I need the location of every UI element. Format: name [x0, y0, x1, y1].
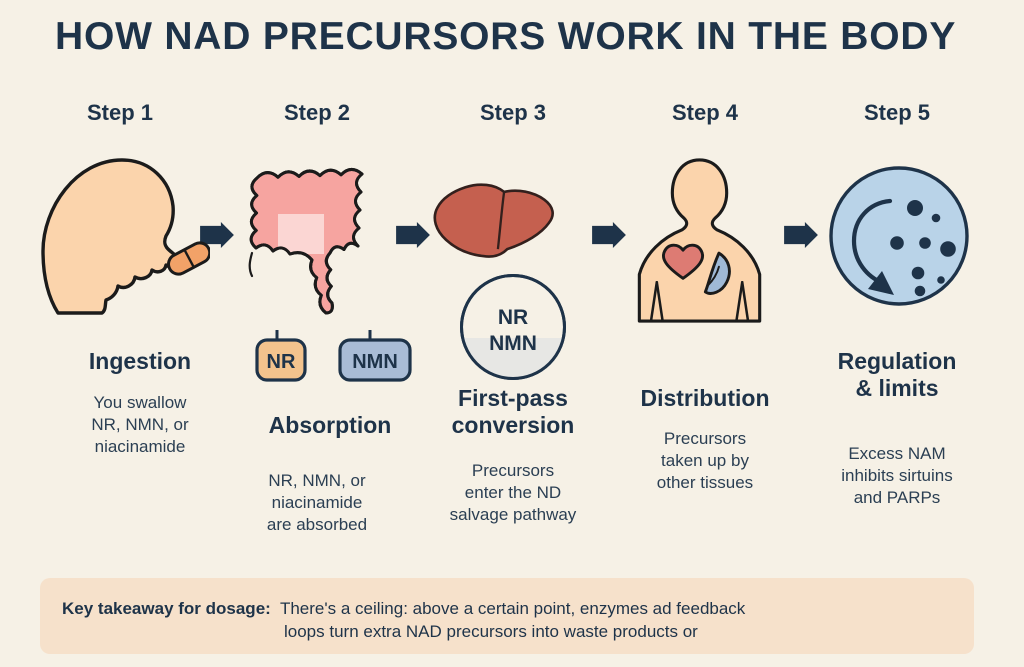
svg-text:NMN: NMN: [352, 351, 398, 373]
svg-text:NMN: NMN: [489, 332, 537, 355]
svg-text:NR: NR: [498, 306, 528, 329]
svg-text:NR: NR: [267, 351, 296, 373]
